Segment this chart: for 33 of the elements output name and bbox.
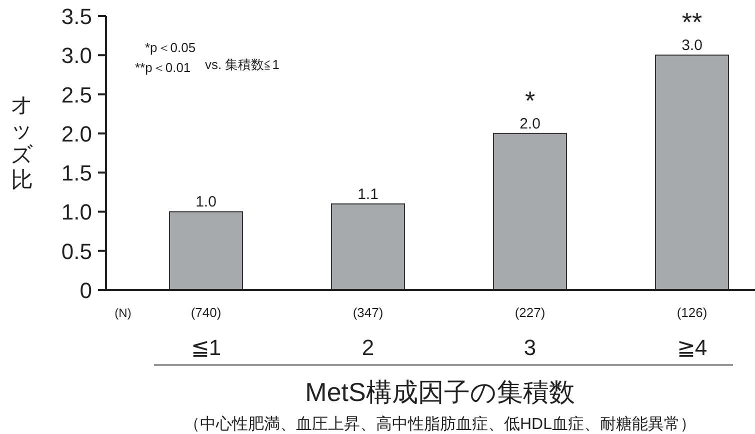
ylabel: オッズ比 bbox=[10, 92, 34, 192]
y-tick-label: 0 bbox=[80, 278, 92, 303]
annotation: *p＜0.05 bbox=[145, 40, 196, 55]
y-tick-label: 3.0 bbox=[61, 43, 92, 68]
annotation: * bbox=[524, 85, 536, 116]
text: （中心性肥満、血圧上昇、高中性脂肪血症、低HDL血症、耐糖能異常） bbox=[184, 415, 696, 433]
y-tick-label: 1.0 bbox=[61, 200, 92, 225]
y-tick-label: 2.5 bbox=[61, 82, 92, 108]
x-tick-label: 3 bbox=[524, 335, 536, 360]
text: (347) bbox=[352, 305, 384, 320]
text: (740) bbox=[190, 305, 222, 320]
x-tick-label: ≦1 bbox=[190, 335, 222, 360]
x-tick-label: 2 bbox=[362, 335, 374, 360]
bar bbox=[331, 203, 405, 290]
data-label: 1.0 bbox=[196, 194, 216, 211]
y-tick-label: 2.0 bbox=[61, 121, 92, 146]
bar bbox=[493, 132, 567, 290]
x-axis-title: MetS構成因子の集積数 bbox=[305, 377, 575, 407]
data-label: 1.1 bbox=[358, 186, 378, 203]
x-tick-label: ≧4 bbox=[676, 335, 708, 360]
data-label: 2.0 bbox=[520, 115, 540, 132]
text: (N) bbox=[114, 306, 132, 320]
data-label: 3.0 bbox=[682, 37, 702, 54]
text: (227) bbox=[514, 305, 546, 320]
bar bbox=[169, 211, 243, 290]
y-tick-label: 3.5 bbox=[61, 4, 92, 29]
y-tick-label: 1.5 bbox=[61, 160, 92, 186]
annotation: ** bbox=[682, 7, 702, 38]
annotation: vs. 集積数≦1 bbox=[205, 57, 280, 72]
y-tick-label: 0.5 bbox=[61, 238, 92, 264]
annotation: **p＜0.01 bbox=[135, 60, 191, 75]
text: (126) bbox=[676, 305, 708, 320]
bar bbox=[655, 54, 729, 290]
